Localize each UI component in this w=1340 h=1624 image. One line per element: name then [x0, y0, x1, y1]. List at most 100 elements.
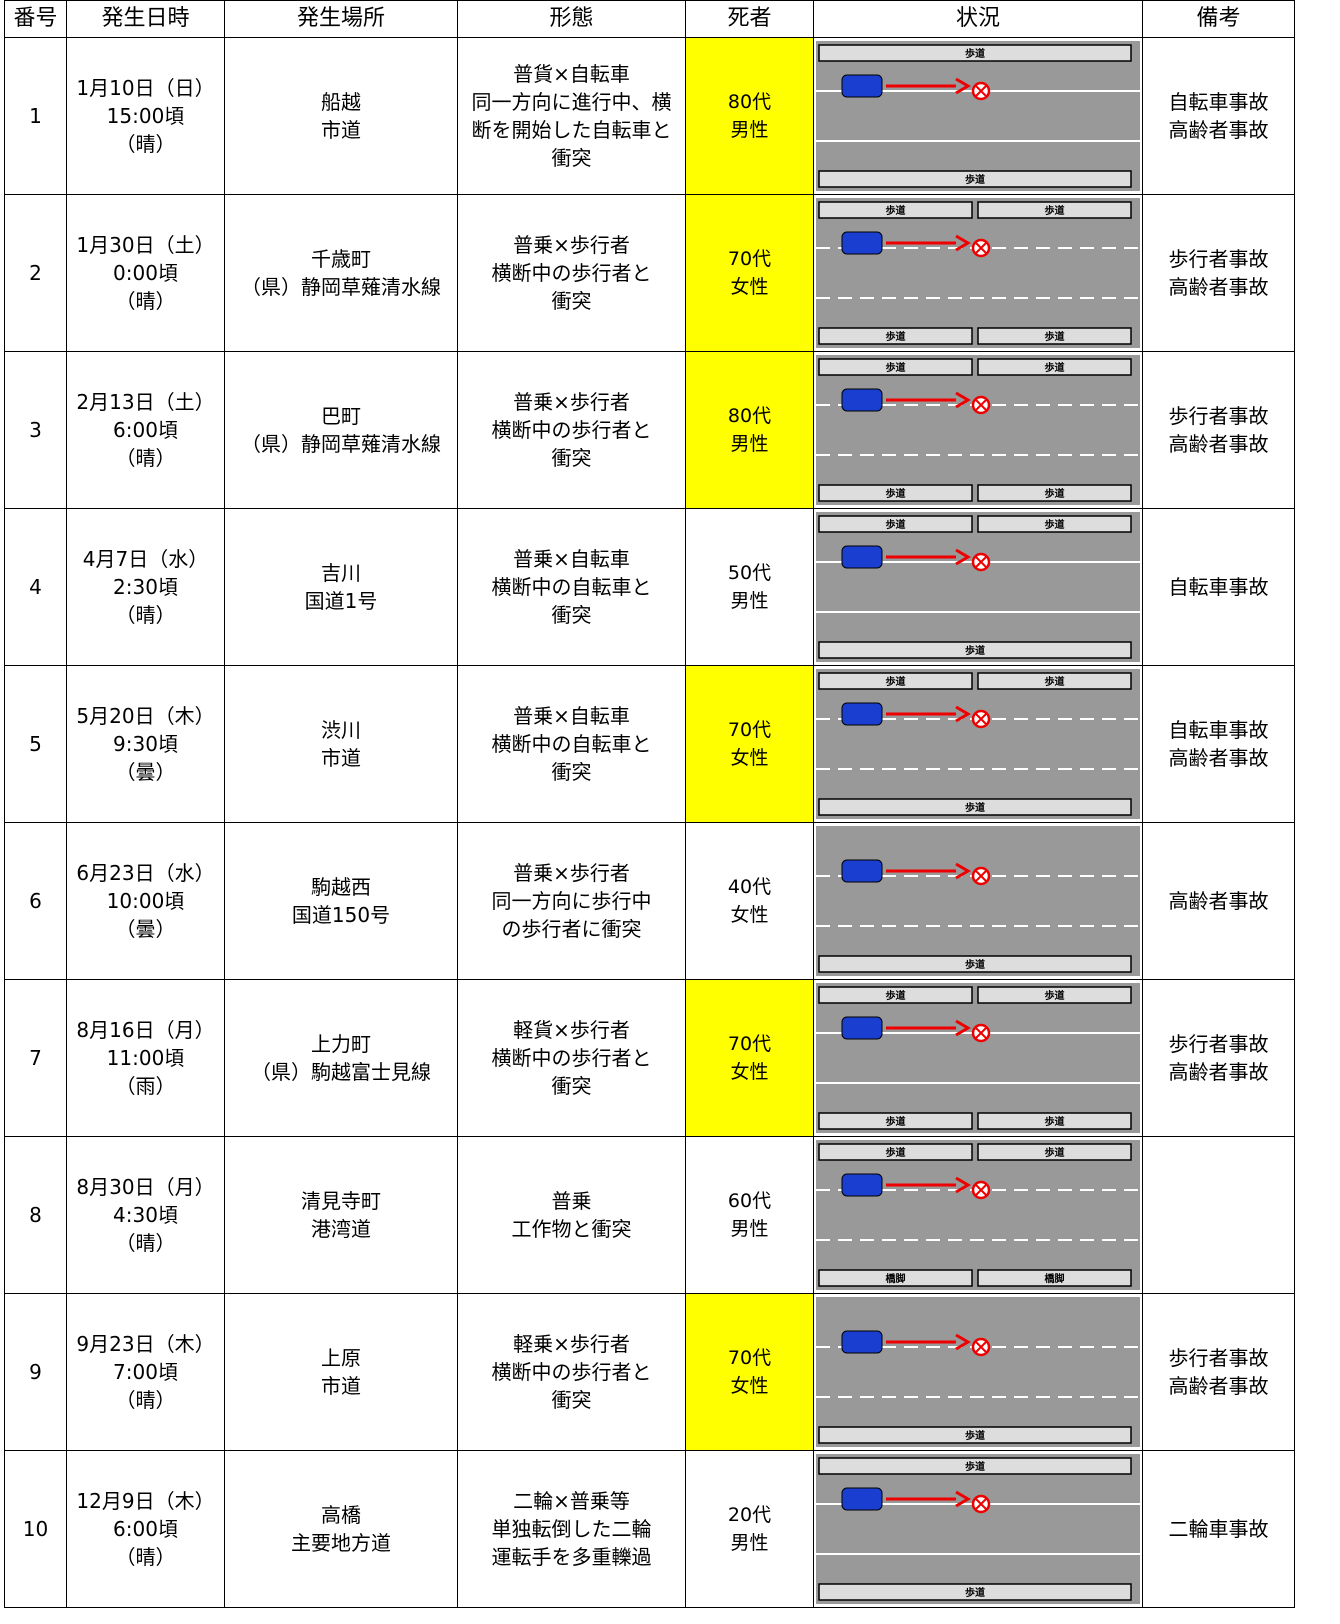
number-cell: 10	[4, 1450, 67, 1608]
cell-line: 女性	[730, 1061, 769, 1083]
cell-line: （晴）	[115, 1388, 176, 1412]
cell-line: 70代	[727, 1347, 772, 1369]
location-cell: 船越 市道	[224, 37, 458, 195]
cell-line: 横断中の歩行者と	[491, 1046, 652, 1070]
datetime-cell: 1月30日（土） 0:00頃 （晴）	[66, 194, 225, 352]
cell-line: （晴）	[115, 446, 176, 470]
table-row: 6 6月23日（水） 10:00頃 （曇） 駒越西 国道150号 普乗×歩行者 同一方向に歩行…	[4, 822, 1295, 980]
cell-line: 40代	[727, 876, 772, 898]
arrow-head	[955, 1176, 971, 1194]
sidewalk	[818, 1112, 973, 1130]
header-cell: 発生場所	[224, 0, 458, 38]
location-cell: 巴町 （県）静岡草薙清水線	[224, 351, 458, 509]
cell-line: 市道	[321, 746, 361, 770]
cell-line: 50代	[727, 562, 772, 584]
road	[816, 355, 1140, 505]
sidewalk-label: 歩道	[886, 204, 906, 217]
accident-table: 番号 発生日時 発生場所 形態 死者 状況 備考 1 1月10日（日） 15:00頃 （晴） 船越市…	[4, 0, 1295, 1608]
type-cell: 普乗×自転車 横断中の自転車と 衝突	[457, 508, 686, 666]
cell-line: 普乗	[551, 1189, 592, 1213]
sidewalk-label: 歩道	[1045, 330, 1065, 343]
type-cell: 普乗×歩行者 同一方向に歩行中 の歩行者に衝突	[457, 822, 686, 980]
datetime-cell: 9月23日（木） 7:00頃 （晴）	[66, 1293, 225, 1451]
table-row: 10 12月9日（木） 6:00頃 （晴） 高橋 主要地方道 二輪×普乗等 単独転倒した二輪運…	[4, 1450, 1295, 1608]
table-row: 5 5月20日（木） 9:30頃 （曇） 渋川 市道 普乗×自転車 横断中の自転車と 衝突 70代…	[4, 665, 1295, 823]
type-cell: 二輪×普乗等 単独転倒した二輪 運転手を多重轢過	[457, 1450, 686, 1608]
cell-line: （県）静岡草薙清水線	[241, 275, 441, 299]
sidewalk	[818, 641, 1132, 659]
remarks-cell: 高齢者事故	[1142, 822, 1295, 980]
road	[816, 512, 1140, 662]
cell-line: 80代	[727, 405, 772, 427]
cell-line: 単独転倒した二輪	[491, 1517, 652, 1541]
cell-line: 軽乗×歩行者	[513, 1332, 630, 1356]
sidewalk-label: 歩道	[1045, 361, 1065, 374]
cell-line: （晴）	[115, 1231, 176, 1255]
arrow-head	[955, 234, 971, 252]
sidewalk-label: 歩道	[886, 1146, 906, 1159]
location-cell: 清見寺町 港湾道	[224, 1136, 458, 1294]
table-row: 1 1月10日（日） 15:00頃 （晴） 船越 市道 普貨×自転車 同一方向に進行中、横 断を…	[4, 37, 1295, 195]
cell-line: 10:00頃	[106, 889, 185, 913]
cell-line: 11:00頃	[106, 1046, 185, 1070]
car	[841, 74, 883, 98]
cell-line: 70代	[727, 1033, 772, 1055]
number-cell: 6	[4, 822, 67, 980]
sidewalk	[977, 484, 1132, 502]
cell-line: （雨）	[115, 1074, 176, 1098]
victim-cell: 80代 男性	[685, 351, 814, 509]
cell-line: 普乗×自転車	[513, 704, 630, 728]
sidewalk-label: 歩道	[1045, 1115, 1065, 1128]
cell-line: 清見寺町	[301, 1189, 381, 1213]
sidewalk	[818, 484, 973, 502]
diagram-cell: 歩道	[813, 822, 1143, 980]
arrow-head	[955, 1019, 971, 1037]
cell-line: 衝突	[551, 146, 592, 170]
sidewalk-label: 歩道	[1045, 675, 1065, 688]
cell-line: 高齢者事故	[1168, 1060, 1269, 1084]
cell-line: 普貨×自転車	[513, 62, 630, 86]
table-row: 7 8月16日（月） 11:00頃 （雨） 上力町 （県）駒越富士見線 軽貨×歩行者 横断中の…	[4, 979, 1295, 1137]
cell-line: 70代	[727, 248, 772, 270]
sidewalk-label: 歩道	[1045, 204, 1065, 217]
cell-line: 駒越西	[311, 875, 371, 899]
cell-line: 衝突	[551, 760, 592, 784]
cell-line: 9:30頃	[113, 732, 178, 756]
type-cell: 普乗×歩行者 横断中の歩行者と 衝突	[457, 351, 686, 509]
cell-line: （県）駒越富士見線	[251, 1060, 431, 1084]
sidewalk	[977, 1269, 1132, 1287]
cell-line: 高齢者事故	[1168, 889, 1269, 913]
sidewalk	[818, 1583, 1132, 1601]
sidewalk-label: 歩道	[886, 330, 906, 343]
cell-line: 主要地方道	[291, 1531, 391, 1555]
collision-x	[975, 1341, 987, 1353]
table-row: 9 9月23日（木） 7:00頃 （晴） 上原 市道 軽乗×歩行者 横断中の歩行者と 衝突 70代…	[4, 1293, 1295, 1451]
arrow-head	[955, 1490, 971, 1508]
cell-line: （晴）	[115, 603, 176, 627]
number-cell: 4	[4, 508, 67, 666]
cell-line: 衝突	[551, 446, 592, 470]
remarks-cell: 二輪車事故	[1142, 1450, 1295, 1608]
cell-line: 20代	[727, 1504, 772, 1526]
car	[841, 1330, 883, 1354]
victim-cell: 20代 男性	[685, 1450, 814, 1608]
diagram-cell: 歩道 歩道	[813, 1450, 1143, 1608]
cell-line: の歩行者に衝突	[501, 917, 642, 941]
cell-line: 市道	[321, 118, 361, 142]
cell-line: 巴町	[321, 404, 361, 428]
cell-line: 7:00頃	[113, 1360, 178, 1384]
victim-cell: 40代 女性	[685, 822, 814, 980]
sidewalk	[818, 798, 1132, 816]
car	[841, 1016, 883, 1040]
diagram-cell: 歩道 歩道 歩道	[813, 508, 1143, 666]
sidewalk	[818, 327, 973, 345]
table-body: 1 1月10日（日） 15:00頃 （晴） 船越 市道 普貨×自転車 同一方向に進行中、横 断を…	[4, 37, 1295, 1608]
number-cell: 5	[4, 665, 67, 823]
cell-line: 6:00頃	[113, 1517, 178, 1541]
location-cell: 上力町 （県）駒越富士見線	[224, 979, 458, 1137]
cell-line: 断を開始した自転車と	[471, 118, 672, 142]
road	[816, 1140, 1140, 1290]
collision-x	[975, 242, 987, 254]
